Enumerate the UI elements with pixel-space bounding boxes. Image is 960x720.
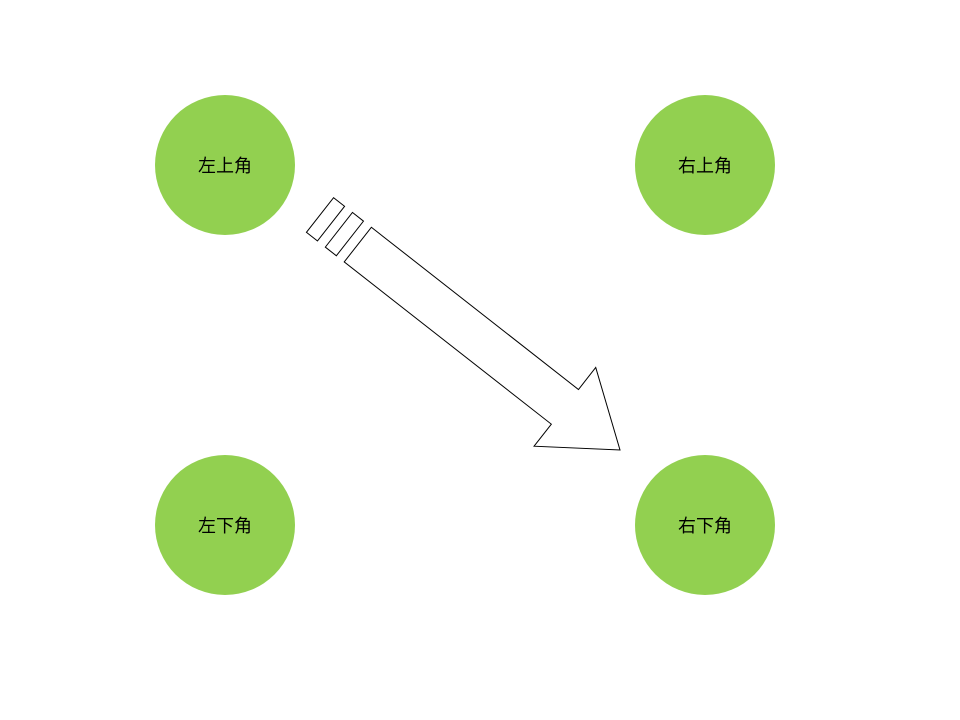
- circle-top-right: 右上角: [635, 95, 775, 235]
- circle-label-top-right: 右上角: [678, 152, 732, 178]
- circle-top-left: 左上角: [155, 95, 295, 235]
- circle-label-bottom-left: 左下角: [198, 512, 252, 538]
- circle-bottom-right: 右下角: [635, 455, 775, 595]
- circle-bottom-left: 左下角: [155, 455, 295, 595]
- circle-label-top-left: 左上角: [198, 152, 252, 178]
- circle-label-bottom-right: 右下角: [678, 512, 732, 538]
- diagonal-arrow: [0, 0, 960, 720]
